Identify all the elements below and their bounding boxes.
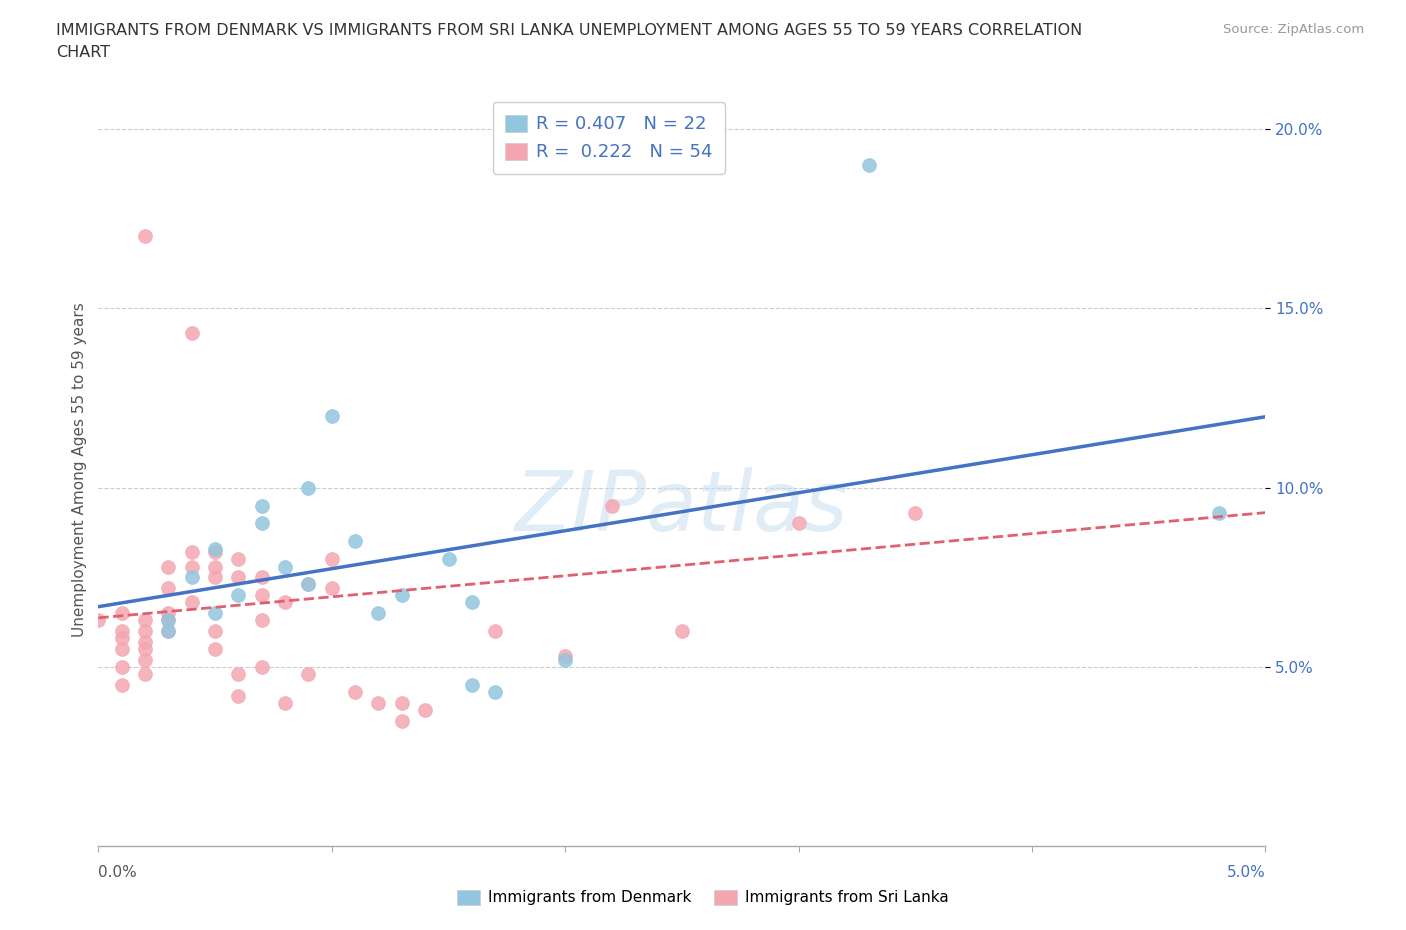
Point <box>180 545 202 560</box>
Point <box>344 534 367 549</box>
Point <box>297 480 319 495</box>
Point <box>157 624 180 639</box>
Point <box>600 498 623 513</box>
Point <box>157 605 180 620</box>
Point <box>274 595 297 610</box>
Point <box>391 588 413 603</box>
Point <box>671 624 693 639</box>
Point <box>297 577 319 591</box>
Point <box>157 613 180 628</box>
Point <box>250 498 273 513</box>
Point <box>274 559 297 574</box>
Point <box>134 652 156 667</box>
Legend: Immigrants from Denmark, Immigrants from Sri Lanka: Immigrants from Denmark, Immigrants from… <box>450 883 956 913</box>
Point <box>321 551 343 566</box>
Point <box>204 559 226 574</box>
Point <box>250 588 273 603</box>
Point <box>391 696 413 711</box>
Point <box>111 677 134 692</box>
Point <box>157 559 180 574</box>
Point <box>250 570 273 585</box>
Point <box>321 580 343 595</box>
Point <box>204 642 226 657</box>
Point <box>134 624 156 639</box>
Point <box>228 588 250 603</box>
Point <box>204 624 226 639</box>
Point <box>297 667 319 682</box>
Point <box>180 326 202 340</box>
Point <box>111 659 134 674</box>
Point <box>321 408 343 423</box>
Point <box>111 624 134 639</box>
Point <box>157 580 180 595</box>
Point <box>1208 505 1230 520</box>
Point <box>87 613 110 628</box>
Point <box>484 684 506 699</box>
Point <box>484 624 506 639</box>
Point <box>554 649 576 664</box>
Point <box>391 713 413 728</box>
Point <box>250 516 273 531</box>
Point <box>250 613 273 628</box>
Point <box>111 642 134 657</box>
Point <box>228 570 250 585</box>
Point <box>111 605 134 620</box>
Point <box>228 667 250 682</box>
Point <box>367 605 389 620</box>
Legend: R = 0.407   N = 22, R =  0.222   N = 54: R = 0.407 N = 22, R = 0.222 N = 54 <box>492 102 725 174</box>
Point <box>204 570 226 585</box>
Point <box>204 541 226 556</box>
Point <box>157 613 180 628</box>
Point <box>180 559 202 574</box>
Point <box>228 551 250 566</box>
Point <box>134 667 156 682</box>
Point <box>508 157 530 172</box>
Point <box>437 551 460 566</box>
Point <box>461 595 484 610</box>
Point <box>134 613 156 628</box>
Text: IMMIGRANTS FROM DENMARK VS IMMIGRANTS FROM SRI LANKA UNEMPLOYMENT AMONG AGES 55 : IMMIGRANTS FROM DENMARK VS IMMIGRANTS FR… <box>56 23 1083 38</box>
Point <box>134 634 156 649</box>
Point <box>554 652 576 667</box>
Point <box>134 229 156 244</box>
Point <box>367 696 389 711</box>
Text: ZIPatlas: ZIPatlas <box>515 467 849 548</box>
Point <box>413 702 436 717</box>
Point <box>180 570 202 585</box>
Point <box>228 688 250 703</box>
Point <box>157 624 180 639</box>
Point <box>111 631 134 645</box>
Point <box>274 696 297 711</box>
Point <box>204 605 226 620</box>
Point <box>250 659 273 674</box>
Y-axis label: Unemployment Among Ages 55 to 59 years: Unemployment Among Ages 55 to 59 years <box>72 302 87 637</box>
Point <box>134 642 156 657</box>
Point <box>858 157 880 172</box>
Point <box>204 545 226 560</box>
Point <box>297 577 319 591</box>
Text: 5.0%: 5.0% <box>1226 865 1265 880</box>
Point <box>180 595 202 610</box>
Text: CHART: CHART <box>56 45 110 60</box>
Point <box>461 677 484 692</box>
Point <box>904 505 927 520</box>
Point <box>787 516 810 531</box>
Text: 0.0%: 0.0% <box>98 865 138 880</box>
Point <box>344 684 367 699</box>
Text: Source: ZipAtlas.com: Source: ZipAtlas.com <box>1223 23 1364 36</box>
